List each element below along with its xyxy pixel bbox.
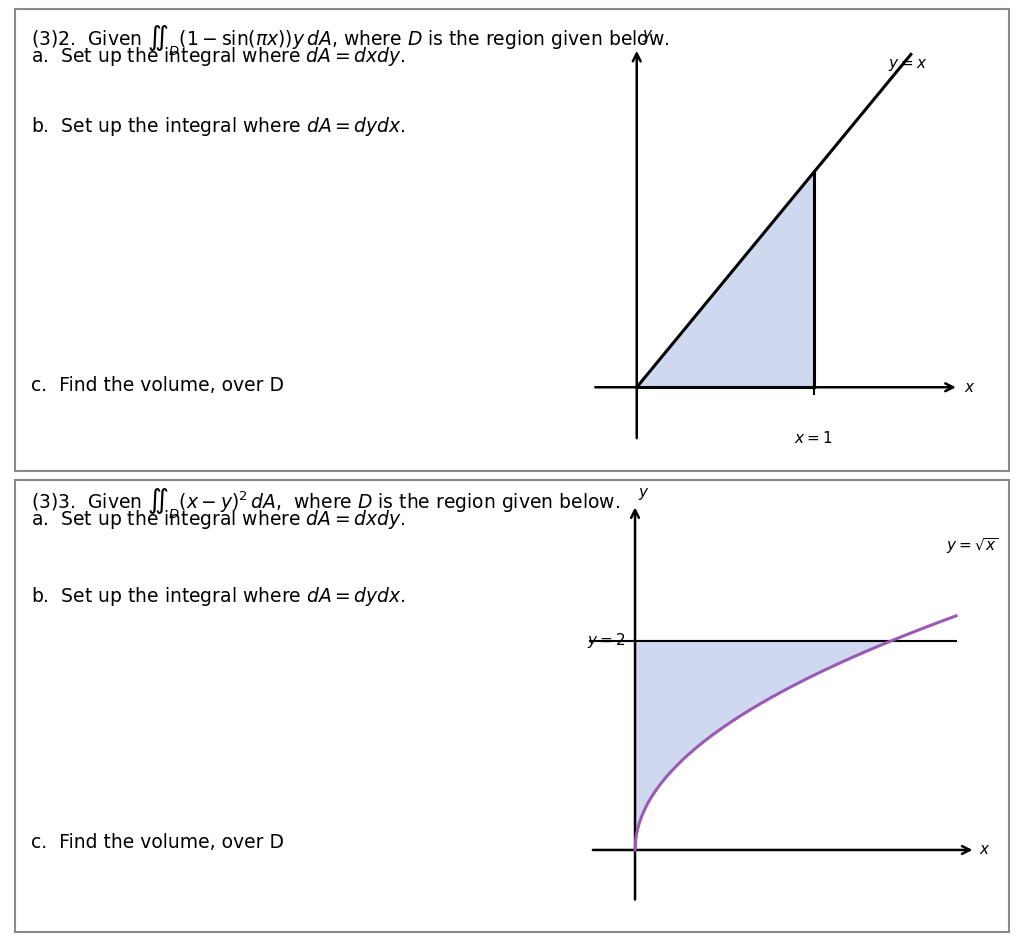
Text: $x$: $x$ bbox=[979, 842, 990, 857]
Text: (3)2.  Given $\iint_D \left(1-\sin(\pi x)\right)y\,dA$, where $D$ is the region : (3)2. Given $\iint_D \left(1-\sin(\pi x)… bbox=[31, 24, 670, 58]
Text: c.  Find the volume, over D: c. Find the volume, over D bbox=[31, 833, 284, 852]
Text: (3)3.  Given $\iint_D (x-y)^2\,dA$,  where $D$ is the region given below.: (3)3. Given $\iint_D (x-y)^2\,dA$, where… bbox=[31, 486, 620, 521]
Text: b.  Set up the integral where $dA = dydx$.: b. Set up the integral where $dA = dydx$… bbox=[31, 585, 406, 608]
Text: $y=\sqrt{x}$: $y=\sqrt{x}$ bbox=[946, 536, 999, 556]
Text: a.  Set up the integral where $dA = dxdy$.: a. Set up the integral where $dA = dxdy$… bbox=[31, 508, 406, 531]
Text: $y = x$: $y = x$ bbox=[888, 57, 927, 73]
Text: a.  Set up the integral where $dA = dxdy$.: a. Set up the integral where $dA = dxdy$… bbox=[31, 45, 406, 68]
Polygon shape bbox=[635, 641, 892, 850]
Text: b.  Set up the integral where $dA = dydx$.: b. Set up the integral where $dA = dydx$… bbox=[31, 115, 406, 137]
Text: c.  Find the volume, over D: c. Find the volume, over D bbox=[31, 376, 284, 395]
Polygon shape bbox=[637, 172, 814, 388]
Text: $y = 2$: $y = 2$ bbox=[587, 631, 625, 650]
Text: $y$: $y$ bbox=[642, 27, 653, 43]
Text: $x = 1$: $x = 1$ bbox=[795, 430, 833, 446]
Text: $y$: $y$ bbox=[638, 486, 650, 502]
Text: $x$: $x$ bbox=[964, 380, 976, 395]
